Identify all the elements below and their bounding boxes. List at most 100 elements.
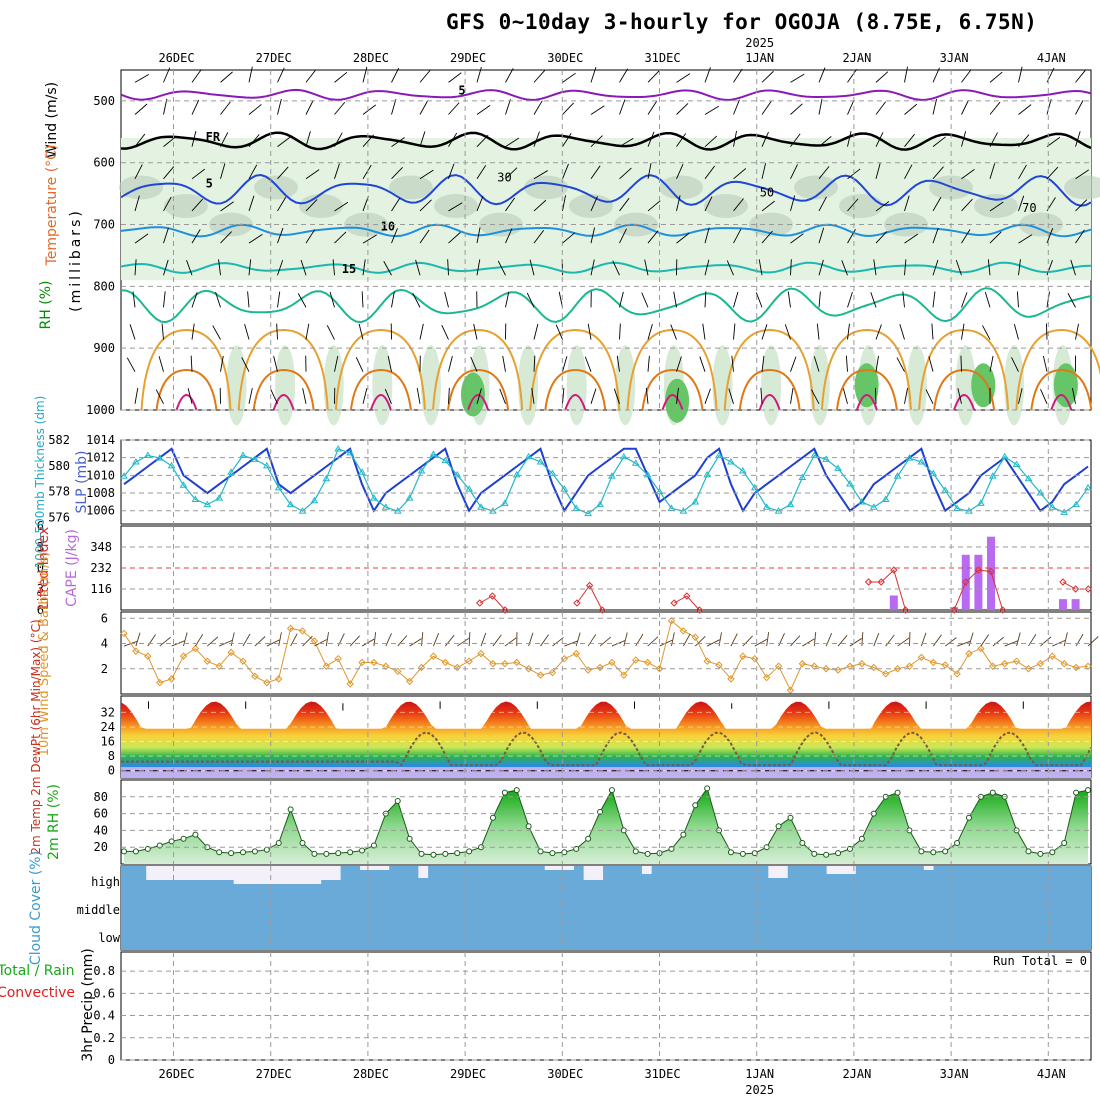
wind-barb-10m [885,634,895,647]
wind-barb [391,291,395,308]
wind-barb [419,100,429,115]
temp2m-panel [121,701,1092,778]
isotherm-25-arc [432,328,524,411]
wind-barb [276,323,278,340]
isotherm-25-arc [529,328,621,411]
wind-barb [191,229,201,244]
ua-label-wind: Wind (m/s) [44,82,60,158]
thickness-point [405,494,414,501]
wind-speed-point [608,658,616,667]
wind-speed-point [191,644,200,653]
wind-barb [676,232,690,244]
wind-barb [476,134,489,147]
rh-point [430,851,437,858]
wind-barb [702,323,706,340]
wind-barb [562,163,569,179]
rh-point [335,850,342,857]
wind-barb [387,355,392,372]
wind-barb [302,388,307,404]
wind-barb [816,323,820,340]
thickness-point [941,486,950,493]
rh-point [811,850,818,857]
wind-speed-point [513,658,521,667]
wind-speed-point [655,665,664,673]
rh-area [124,788,1088,864]
wind-barb [248,259,252,276]
isotherm-35-arc [758,393,781,411]
wind-barb [818,67,826,83]
thickness-point [477,503,485,510]
wind-barb [270,389,278,405]
wind-barb-10m [314,639,327,647]
wind-barb [562,102,574,115]
top-day-label: 26DEC [158,51,194,65]
rh-point [692,802,699,809]
wind-speed-point [691,633,699,641]
li-ytick-label: 3 [37,582,44,596]
wind-speed-point [762,673,771,682]
slp-ytick-label: 1006 [86,504,115,518]
rh-point [299,840,306,846]
wind-barb [334,132,343,147]
wind-barb [277,136,291,148]
wind-speed-point [739,652,747,660]
wind-barb [562,132,572,147]
wind-barb [1018,234,1033,244]
rh-point [918,848,925,855]
thickness-point [500,499,509,506]
slp-ytick-label: 1014 [86,433,115,447]
thickness-point [215,494,224,501]
thickness-point [251,455,259,462]
wind-speed-point [596,663,604,672]
isotherm-10 [120,223,1092,238]
wind-barb [277,259,284,276]
rh-line [124,787,1089,856]
wind-barb [1042,355,1048,372]
wind-barb [529,259,535,276]
wind-barb [334,355,339,372]
wind10m-panel [120,617,1099,694]
wind-speed-point [501,660,509,668]
isotherm-30-arc [155,368,218,411]
wind-speed-point [179,652,188,660]
ua-ytick-label: 700 [93,218,115,232]
wind-barb [562,387,565,404]
wind-barb [761,230,773,244]
wind-barb [305,199,318,212]
wind-barb [726,260,734,276]
top-day-label: 30DEC [547,51,583,65]
thickness-point [227,468,235,475]
wind-barb-10m [1063,632,1068,647]
lifted-index-point [901,606,910,614]
wind-barb [355,356,364,372]
wind-barb [790,73,805,83]
rh-shade-blob [524,175,568,200]
wind-barb [126,357,136,372]
wind-barb [215,292,221,308]
temp-ytick-label: 24 [101,720,115,734]
isotherm-25-arc [237,328,329,411]
wind-barb [1046,227,1054,244]
rh-point [823,851,830,858]
clear-sky-gap [418,866,429,878]
wind-barb [163,136,177,148]
lifted-index-line [953,569,1004,611]
thickness-point [643,470,652,478]
wind-speed-point [536,671,545,679]
cape-bar [950,607,959,610]
wind-barb [220,231,232,244]
wind-barb [470,356,478,372]
isotherm-30-arc [349,368,412,411]
lifted-index-point [1059,578,1067,586]
lifted-index-point [598,606,606,614]
wind-barb [584,356,592,372]
isotherm-30-arc [641,368,704,411]
thickness-point [584,509,593,517]
temp-ytick-label: 16 [101,735,115,749]
wind-barb [590,227,596,244]
wind-barb [1016,291,1019,308]
wind-barb-10m [575,632,581,647]
rh-shade-blob [794,175,838,200]
top-day-label: 29DEC [450,51,486,65]
